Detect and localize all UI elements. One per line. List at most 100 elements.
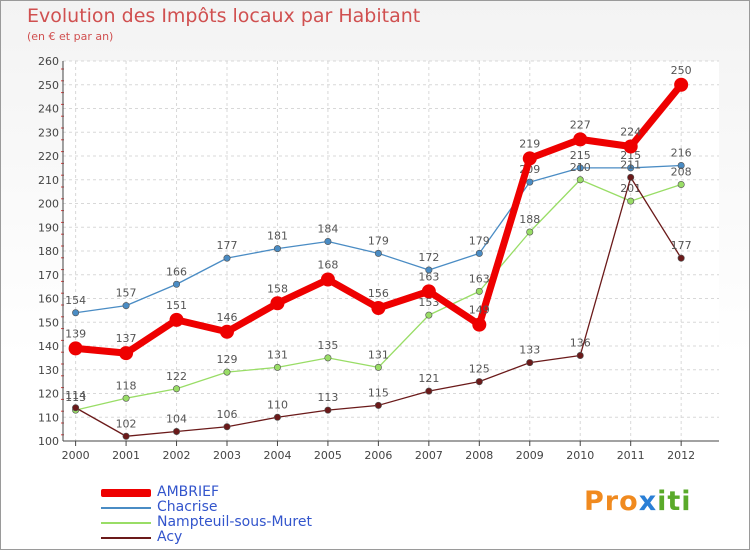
data-label-acy: 115 [368, 386, 389, 399]
data-point-acy [677, 254, 685, 262]
logo-letter: i [681, 486, 692, 517]
data-label-acy: 102 [116, 417, 137, 430]
logo-letter: r [604, 486, 620, 517]
data-label-acy: 114 [65, 389, 86, 402]
data-label-nampteuil-sous-muret: 131 [267, 348, 288, 361]
data-label-ambrief: 224 [620, 126, 641, 139]
y-tick-label: 160 [38, 293, 59, 306]
data-label-acy: 106 [217, 408, 238, 421]
data-label-acy: 125 [469, 363, 490, 376]
x-tick-label: 2005 [314, 449, 342, 462]
data-label-acy: 211 [620, 158, 641, 171]
y-tick-label: 200 [38, 198, 59, 211]
data-point-chacrise [374, 249, 382, 257]
data-point-acy [425, 387, 433, 395]
data-label-chacrise: 166 [166, 265, 187, 278]
data-label-nampteuil-sous-muret: 135 [317, 339, 338, 352]
data-point-acy [374, 401, 382, 409]
y-tick-label: 240 [38, 103, 59, 116]
data-point-chacrise [475, 249, 483, 257]
x-tick-label: 2012 [667, 449, 695, 462]
x-tick-label: 2006 [364, 449, 392, 462]
data-label-nampteuil-sous-muret: 210 [570, 161, 591, 174]
data-label-nampteuil-sous-muret: 188 [519, 213, 540, 226]
data-label-acy: 110 [267, 398, 288, 411]
y-tick-label: 260 [38, 55, 59, 68]
data-label-chacrise: 154 [65, 294, 86, 307]
data-label-nampteuil-sous-muret: 113 [65, 391, 86, 404]
data-point-acy [576, 351, 584, 359]
proxiti-logo: Proxiti [584, 486, 692, 517]
y-tick-label: 220 [38, 150, 59, 163]
data-point-acy [526, 359, 534, 367]
legend-swatch-ambrief [101, 489, 151, 497]
data-point-nampteuil-sous-muret [526, 228, 534, 236]
data-label-ambrief: 149 [469, 304, 490, 317]
data-point-ambrief [472, 317, 487, 332]
data-point-acy [122, 432, 130, 440]
logo-letter: o [619, 486, 639, 517]
legend-swatch-nampteuil [101, 522, 151, 524]
data-point-acy [475, 378, 483, 386]
data-point-acy [223, 423, 231, 431]
x-tick-label: 2010 [566, 449, 594, 462]
data-label-nampteuil-sous-muret: 153 [418, 296, 439, 309]
data-label-ambrief: 146 [217, 311, 238, 324]
y-tick-label: 150 [38, 316, 59, 329]
logo-letter: t [667, 486, 682, 517]
data-label-chacrise: 179 [469, 234, 490, 247]
data-label-ambrief: 163 [418, 270, 439, 283]
data-point-ambrief [674, 77, 689, 92]
data-point-ambrief [623, 139, 638, 154]
data-point-nampteuil-sous-muret [576, 176, 584, 184]
y-tick-label: 130 [38, 364, 59, 377]
data-point-acy [72, 404, 80, 412]
data-label-acy: 104 [166, 413, 187, 426]
data-point-chacrise [173, 280, 181, 288]
data-point-chacrise [72, 309, 80, 317]
data-point-ambrief [320, 272, 335, 287]
y-tick-label: 250 [38, 79, 59, 92]
data-label-nampteuil-sous-muret: 131 [368, 348, 389, 361]
data-point-ambrief [68, 341, 83, 356]
x-tick-label: 2001 [112, 449, 140, 462]
data-point-chacrise [526, 178, 534, 186]
data-point-ambrief [421, 284, 436, 299]
data-point-nampteuil-sous-muret [122, 394, 130, 402]
legend-swatch-acy [101, 537, 151, 539]
data-point-nampteuil-sous-muret [223, 368, 231, 376]
data-point-nampteuil-sous-muret [173, 385, 181, 393]
y-tick-label: 100 [38, 435, 59, 448]
data-label-ambrief: 158 [267, 282, 288, 295]
x-tick-label: 2007 [415, 449, 443, 462]
chart-subtitle: (en € et par an) [27, 30, 114, 43]
data-label-chacrise: 216 [671, 147, 692, 160]
data-label-chacrise: 215 [620, 149, 641, 162]
data-label-nampteuil-sous-muret: 208 [671, 166, 692, 179]
legend-label-nampteuil: Nampteuil-sous-Muret [157, 514, 312, 530]
data-point-chacrise [223, 254, 231, 262]
y-tick-label: 210 [38, 174, 59, 187]
data-label-ambrief: 250 [671, 64, 692, 77]
data-label-acy: 136 [570, 337, 591, 350]
data-point-nampteuil-sous-muret [627, 197, 635, 205]
data-label-acy: 121 [418, 372, 439, 385]
y-tick-label: 120 [38, 388, 59, 401]
y-tick-label: 140 [38, 340, 59, 353]
data-label-chacrise: 181 [267, 230, 288, 243]
data-point-acy [173, 427, 181, 435]
data-label-nampteuil-sous-muret: 129 [217, 353, 238, 366]
data-point-ambrief [270, 296, 285, 311]
data-label-nampteuil-sous-muret: 122 [166, 370, 187, 383]
data-label-nampteuil-sous-muret: 118 [116, 379, 137, 392]
data-point-nampteuil-sous-muret [425, 311, 433, 319]
data-point-ambrief [119, 346, 134, 361]
data-label-chacrise: 215 [570, 149, 591, 162]
y-tick-label: 110 [38, 411, 59, 424]
data-point-nampteuil-sous-muret [677, 181, 685, 189]
x-tick-label: 2000 [62, 449, 90, 462]
data-point-nampteuil-sous-muret [475, 287, 483, 295]
data-label-chacrise: 157 [116, 287, 137, 300]
logo-letter: x [638, 486, 658, 517]
